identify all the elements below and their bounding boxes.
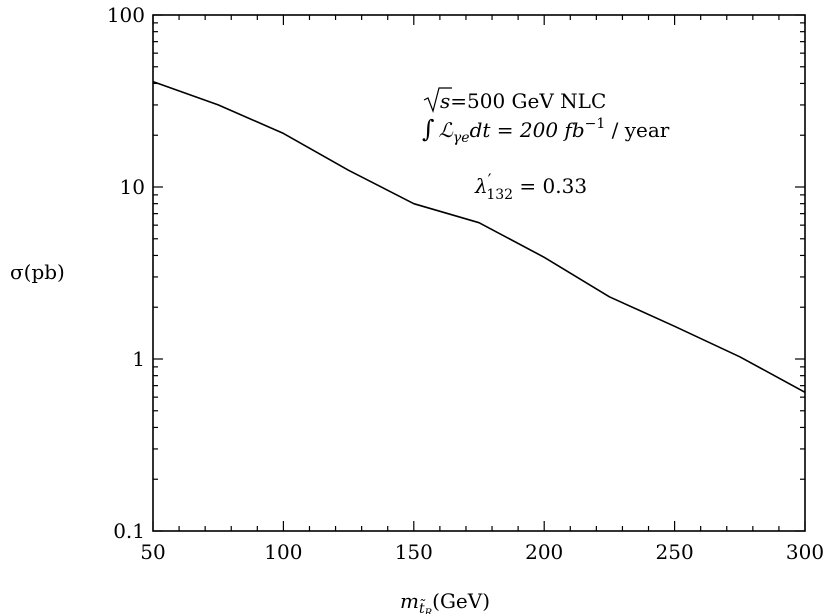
- annotation-coupling-prime: ′: [488, 170, 492, 189]
- x-axis-label: mt̃R(GeV): [400, 589, 490, 614]
- annotation-luminosity: ∫ ℒγedt = 200 fb−1 / year: [422, 115, 670, 146]
- annotation-luminosity-L: ℒ: [439, 118, 454, 142]
- x-tick-label: 300: [786, 540, 824, 564]
- annotation-coupling-rest: = 0.33: [513, 174, 587, 198]
- annotation-luminosity-integral: ∫: [422, 115, 435, 143]
- plot-frame: [152, 14, 806, 532]
- x-tick-label: 250: [656, 540, 694, 564]
- y-tick-label: 100: [107, 3, 145, 27]
- x-axis-label-main: m: [400, 589, 419, 613]
- x-tick-label: 100: [264, 540, 302, 564]
- sqrt-radical-sign: [423, 87, 452, 113]
- y-tick-label: 0.1: [113, 519, 145, 543]
- annotation-sqrt-s-radicand: s: [440, 89, 450, 113]
- annotation-luminosity-fb: fb: [562, 118, 584, 142]
- annotation-coupling-lambda: λ: [474, 174, 488, 198]
- annotation-luminosity-mid: dt = 200: [470, 118, 565, 142]
- annotation-luminosity-sup: −1: [585, 116, 606, 132]
- y-axis-label: σ(pb): [10, 260, 65, 284]
- x-axis-label-sub: t̃: [419, 598, 426, 614]
- series-line: [152, 80, 806, 394]
- tick-labels-layer: 50 100 150 200 250 300 0.1 1 10 100: [107, 3, 824, 564]
- annotation-sqrt-s-text: s=500 GeV NLC: [440, 89, 606, 113]
- annotation-sqrt-s-rest: =500 GeV NLC: [450, 89, 606, 113]
- annotation-luminosity-sub: γe: [453, 130, 470, 146]
- annotation-luminosity-tail: / year: [605, 118, 670, 142]
- x-axis-label-subsub: R: [424, 608, 433, 614]
- annotation-sqrt-s: s=500 GeV NLC: [423, 87, 606, 113]
- x-tick-label: 200: [525, 540, 563, 564]
- y-tick-label: 10: [120, 175, 145, 199]
- x-axis-label-unit: (GeV): [432, 589, 490, 613]
- annotation-coupling: λ′ 132 = 0.33: [474, 170, 587, 203]
- x-tick-label: 50: [140, 540, 165, 564]
- annotation-coupling-sub: 132: [486, 187, 513, 203]
- x-tick-label: 150: [395, 540, 433, 564]
- y-tick-label: 1: [132, 347, 145, 371]
